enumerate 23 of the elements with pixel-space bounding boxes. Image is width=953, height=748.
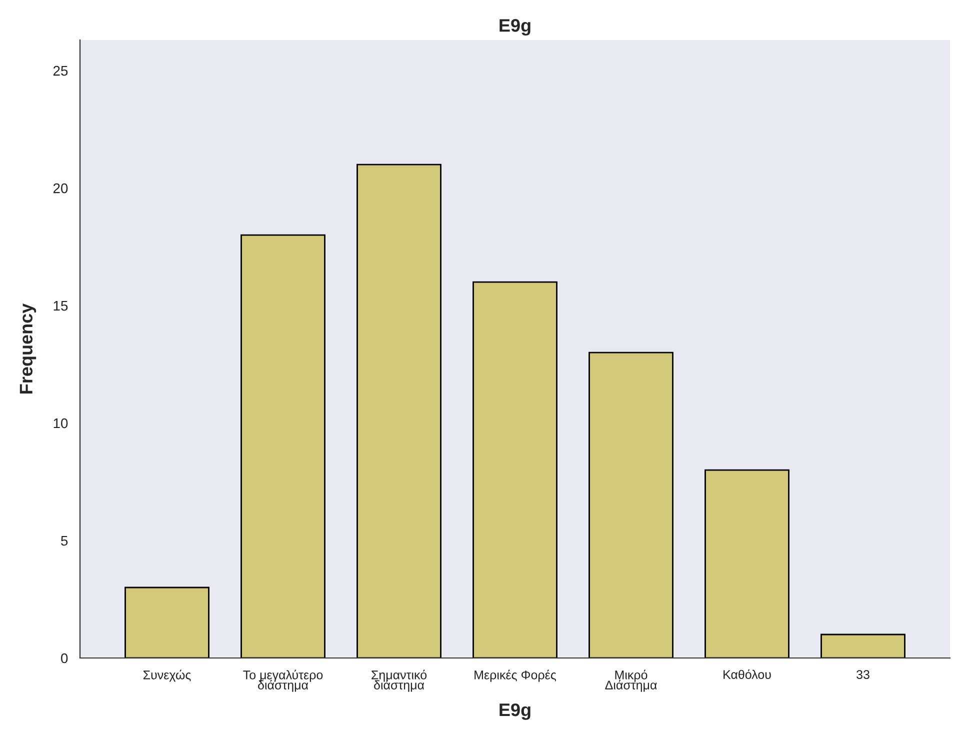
x-tick-label: Μερικές Φορές [474,670,556,682]
x-tick-label: Σημαντικό διάστημα [372,670,427,692]
bar [588,352,674,658]
bar [356,164,442,658]
x-tick-label: Καθόλου [724,669,771,679]
x-axis-title: E9g [500,703,530,720]
y-tick-label: 25 [53,66,68,76]
bar [124,586,210,658]
bar [472,281,558,658]
y-axis-title: Frequency [20,303,36,394]
y-tick-label: 20 [53,183,68,194]
y-tick-label: 0 [61,653,68,664]
bar [240,234,326,658]
x-tick-label: 33 [856,670,870,679]
y-tick-label: 10 [54,418,68,428]
bar [704,469,790,658]
x-tick-label: Συνεχώς [143,670,191,682]
bar [820,634,906,658]
x-tick-label: Το μεγαλύτερο διάστημα [243,670,323,692]
y-tick-label: 15 [54,301,68,311]
chart-title: E9g [500,19,530,36]
y-tick-label: 5 [61,536,68,546]
x-tick-label: Μικρό Διάστημα [605,670,657,692]
